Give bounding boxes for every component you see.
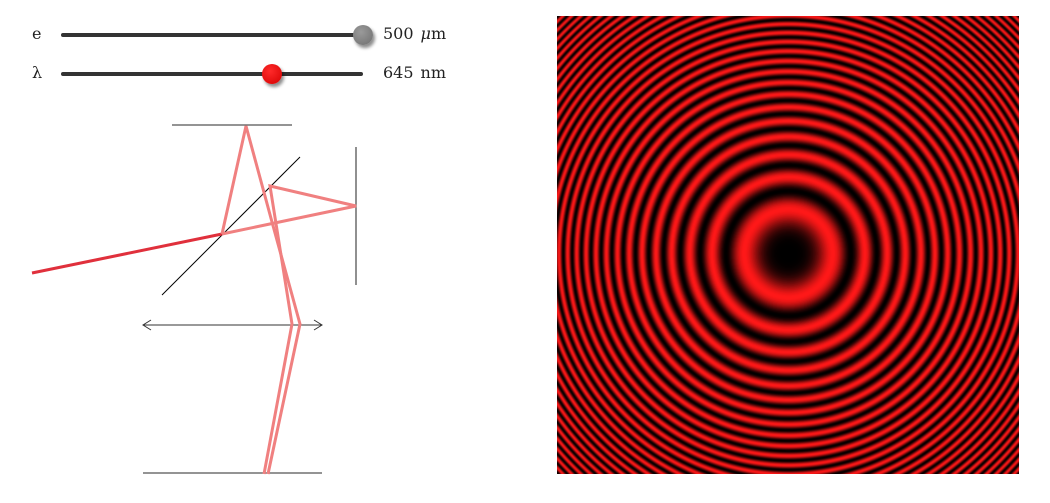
wavelength-value: 645 nm	[383, 63, 446, 82]
thickness-unit-suffix: m	[430, 24, 447, 43]
thickness-slider-row: e 500 μm	[0, 20, 470, 50]
beam-path-top-mirror	[220, 125, 302, 475]
wavelength-slider-track[interactable]	[61, 72, 363, 76]
incoming-beam	[31, 232, 223, 275]
wavelength-slider-thumb[interactable]	[262, 64, 283, 84]
interference-fringe-pattern	[557, 16, 1019, 474]
thickness-slider-thumb[interactable]	[353, 25, 373, 45]
interferometer-diagram	[31, 124, 357, 475]
thickness-slider-track[interactable]	[61, 33, 363, 37]
beam-path-side-mirror	[221, 184, 357, 475]
thickness-unit-prefix: μ	[420, 24, 431, 43]
thickness-label: e	[32, 24, 42, 43]
lens-arrow	[142, 319, 323, 331]
thickness-value: 500 μm	[383, 24, 446, 43]
thickness-value-number: 500	[383, 24, 414, 43]
wavelength-unit: nm	[420, 63, 447, 82]
wavelength-slider-row: λ 645 nm	[0, 59, 470, 89]
wavelength-label: λ	[32, 63, 43, 82]
beam-splitter	[161, 156, 301, 296]
wavelength-value-number: 645	[383, 63, 414, 82]
